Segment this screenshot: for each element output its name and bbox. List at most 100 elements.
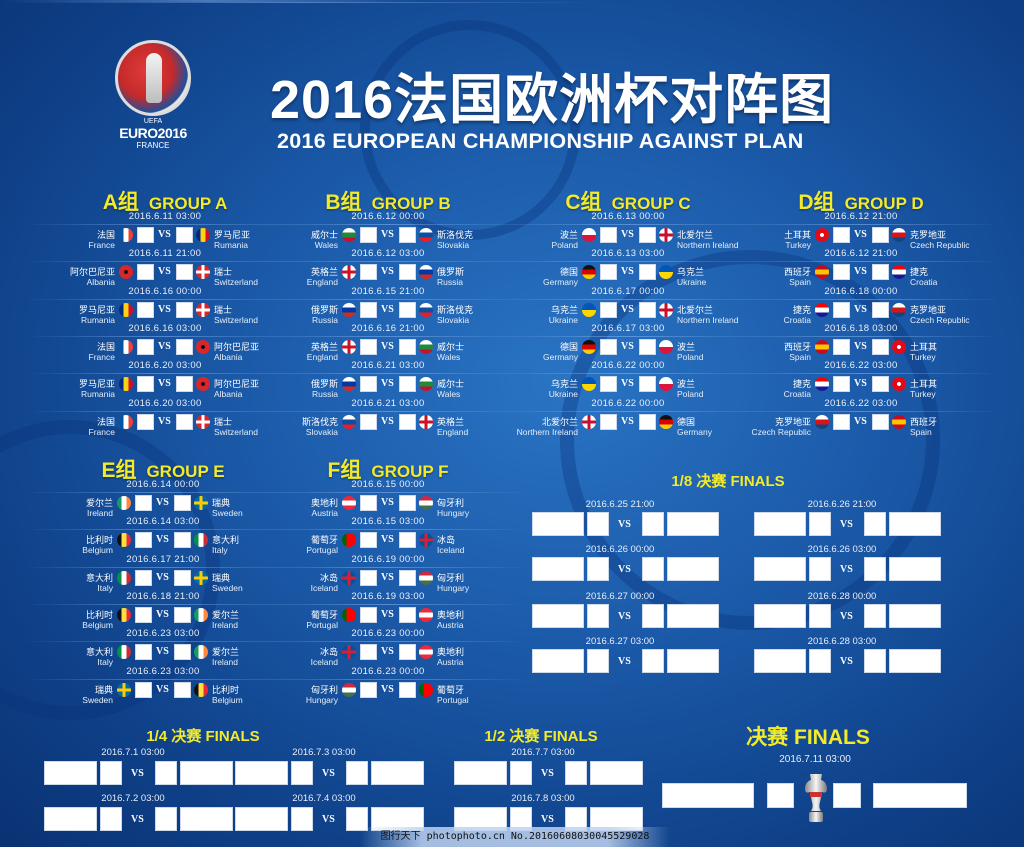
away-score-box[interactable]	[346, 807, 368, 831]
home-score-box[interactable]	[600, 227, 617, 243]
home-score-box[interactable]	[360, 681, 377, 698]
away-score-box[interactable]	[639, 264, 656, 281]
away-score-box[interactable]	[346, 761, 368, 785]
home-team-box[interactable]	[754, 604, 806, 628]
away-score-box[interactable]	[176, 301, 193, 318]
away-score-box[interactable]	[399, 569, 416, 586]
away-score-box[interactable]	[864, 604, 886, 628]
home-score-box[interactable]	[137, 376, 154, 393]
away-score-box[interactable]	[176, 413, 193, 430]
away-score-box[interactable]	[864, 649, 886, 673]
home-score-box[interactable]	[600, 264, 617, 281]
home-team-box[interactable]	[44, 761, 97, 785]
home-score-box[interactable]	[360, 569, 377, 586]
away-score-box[interactable]	[864, 512, 886, 536]
home-score-box[interactable]	[137, 264, 154, 281]
away-team-box[interactable]	[590, 761, 643, 785]
away-score-box[interactable]	[399, 606, 416, 623]
away-score-box[interactable]	[174, 644, 191, 661]
away-score-box[interactable]	[176, 376, 193, 393]
home-score-box[interactable]	[833, 227, 850, 243]
home-team-box[interactable]	[532, 512, 584, 536]
home-score-box[interactable]	[809, 604, 831, 628]
home-score-box[interactable]	[833, 338, 850, 355]
home-score-box[interactable]	[360, 606, 377, 623]
away-score-box[interactable]	[399, 264, 416, 281]
away-score-box[interactable]	[176, 227, 193, 243]
away-score-box[interactable]	[155, 761, 177, 785]
away-team-box[interactable]	[180, 761, 233, 785]
home-score-box[interactable]	[809, 512, 831, 536]
home-score-box[interactable]	[833, 301, 850, 318]
away-team-box[interactable]	[889, 512, 941, 536]
home-score-box[interactable]	[587, 604, 609, 628]
away-score-box[interactable]	[399, 301, 416, 318]
away-score-box[interactable]	[399, 376, 416, 393]
away-score-box[interactable]	[833, 783, 861, 808]
home-score-box[interactable]	[135, 606, 152, 623]
home-score-box[interactable]	[135, 569, 152, 586]
home-score-box[interactable]	[833, 413, 850, 430]
away-score-box[interactable]	[642, 604, 664, 628]
away-team-box[interactable]	[889, 604, 941, 628]
away-score-box[interactable]	[399, 681, 416, 698]
away-score-box[interactable]	[399, 644, 416, 661]
home-team-box[interactable]	[235, 807, 288, 831]
home-score-box[interactable]	[809, 557, 831, 581]
away-team-box[interactable]	[667, 649, 719, 673]
away-team-box[interactable]	[873, 783, 967, 808]
away-team-box[interactable]	[371, 761, 424, 785]
home-score-box[interactable]	[291, 807, 313, 831]
away-score-box[interactable]	[176, 338, 193, 355]
away-score-box[interactable]	[872, 338, 889, 355]
away-score-box[interactable]	[399, 338, 416, 355]
away-score-box[interactable]	[174, 606, 191, 623]
away-team-box[interactable]	[889, 649, 941, 673]
home-team-box[interactable]	[662, 783, 754, 808]
away-score-box[interactable]	[872, 301, 889, 318]
home-score-box[interactable]	[600, 338, 617, 355]
away-team-box[interactable]	[667, 557, 719, 581]
away-score-box[interactable]	[174, 532, 191, 549]
home-score-box[interactable]	[833, 376, 850, 393]
home-score-box[interactable]	[360, 338, 377, 355]
home-score-box[interactable]	[510, 761, 532, 785]
away-score-box[interactable]	[872, 376, 889, 393]
home-score-box[interactable]	[360, 644, 377, 661]
away-team-box[interactable]	[667, 604, 719, 628]
away-score-box[interactable]	[639, 227, 656, 243]
away-score-box[interactable]	[639, 376, 656, 393]
home-score-box[interactable]	[587, 557, 609, 581]
away-score-box[interactable]	[642, 649, 664, 673]
home-team-box[interactable]	[454, 761, 507, 785]
home-score-box[interactable]	[360, 264, 377, 281]
home-team-box[interactable]	[235, 761, 288, 785]
away-score-box[interactable]	[174, 495, 191, 511]
home-team-box[interactable]	[754, 649, 806, 673]
away-score-box[interactable]	[872, 264, 889, 281]
away-score-box[interactable]	[872, 413, 889, 430]
home-team-box[interactable]	[532, 557, 584, 581]
home-score-box[interactable]	[137, 338, 154, 355]
home-score-box[interactable]	[360, 413, 377, 430]
away-score-box[interactable]	[864, 557, 886, 581]
home-score-box[interactable]	[360, 495, 377, 511]
home-score-box[interactable]	[100, 761, 122, 785]
home-score-box[interactable]	[360, 532, 377, 549]
home-team-box[interactable]	[532, 604, 584, 628]
home-score-box[interactable]	[600, 413, 617, 430]
home-score-box[interactable]	[809, 649, 831, 673]
home-score-box[interactable]	[600, 301, 617, 318]
away-score-box[interactable]	[642, 512, 664, 536]
home-score-box[interactable]	[137, 301, 154, 318]
home-score-box[interactable]	[360, 376, 377, 393]
home-score-box[interactable]	[767, 783, 794, 808]
home-score-box[interactable]	[135, 532, 152, 549]
away-score-box[interactable]	[399, 495, 416, 511]
away-score-box[interactable]	[176, 264, 193, 281]
away-score-box[interactable]	[872, 227, 889, 243]
home-score-box[interactable]	[587, 512, 609, 536]
home-team-box[interactable]	[532, 649, 584, 673]
away-score-box[interactable]	[155, 807, 177, 831]
away-team-box[interactable]	[667, 512, 719, 536]
